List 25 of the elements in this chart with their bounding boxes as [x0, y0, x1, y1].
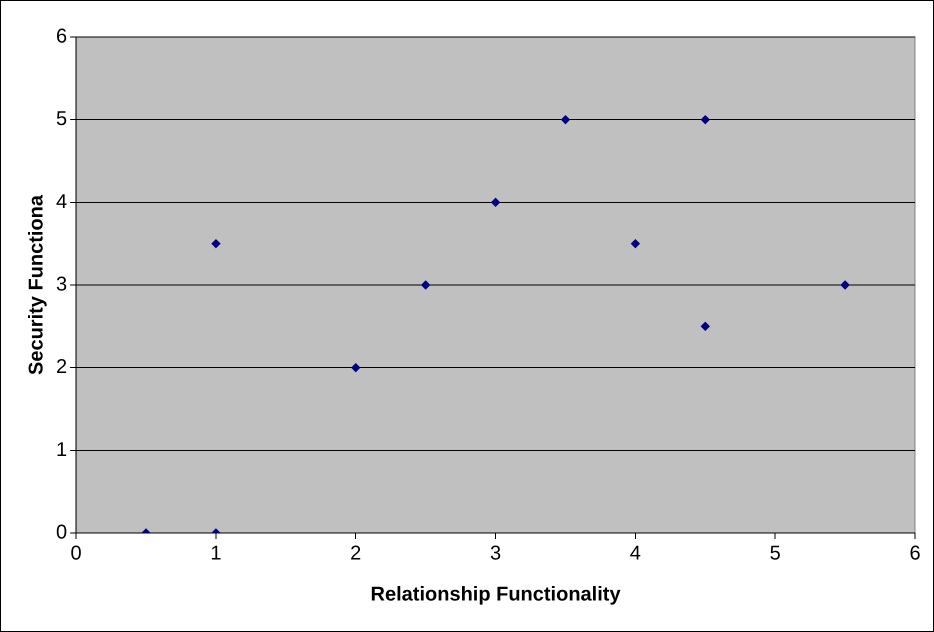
x-tick-label: 2 [350, 542, 362, 565]
point [700, 115, 710, 124]
point [421, 280, 430, 290]
y-tick-label: 3 [56, 274, 68, 296]
y-tick-label: 1 [56, 438, 68, 461]
point [211, 239, 220, 248]
y-tick-label: 5 [56, 108, 68, 130]
point [840, 280, 850, 290]
point [560, 115, 570, 124]
x-axis-title: Relationship Functionality [370, 584, 622, 606]
x-tick-label: 1 [210, 542, 222, 565]
x-tick-label: 3 [490, 542, 502, 565]
point [700, 322, 710, 331]
y-tick-label: 0 [56, 522, 68, 544]
y-axis-title: Security Functiona [26, 194, 48, 376]
point [491, 198, 500, 207]
point [630, 239, 640, 248]
x-tick-label: 4 [630, 542, 641, 565]
y-tick-label: 2 [56, 356, 68, 378]
point [351, 363, 360, 372]
x-tick-label: 0 [70, 542, 82, 565]
y-tick-label: 4 [56, 190, 68, 213]
x-tick-label: 6 [909, 542, 921, 565]
x-tick-label: 5 [770, 542, 781, 565]
y-tick-label: 6 [56, 26, 68, 48]
